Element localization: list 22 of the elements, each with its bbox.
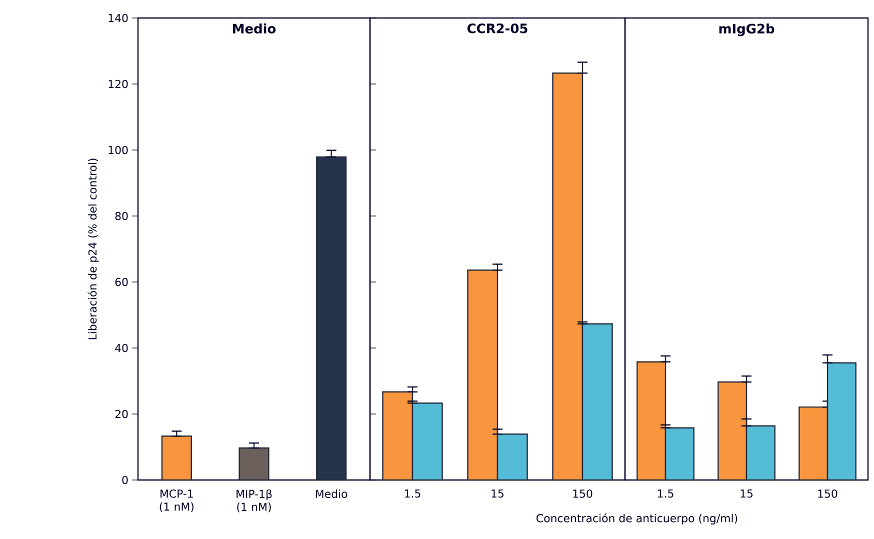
y-tick-label: 40 bbox=[115, 344, 128, 352]
x-tick-label: 1.5 bbox=[404, 490, 420, 498]
x-axis-title: Concentración de anticuerpo (ng/ml) bbox=[536, 513, 738, 524]
y-tick-label: 20 bbox=[115, 410, 128, 418]
y-tick-label: 120 bbox=[108, 80, 128, 88]
x-tick-label: MIP-1β (1 nM) bbox=[236, 490, 272, 512]
y-tick-label: 60 bbox=[115, 278, 128, 286]
x-tick-label: 1.5 bbox=[658, 490, 674, 498]
x-tick-label: 15 bbox=[492, 490, 504, 498]
x-tick-label: Medio bbox=[316, 489, 348, 498]
x-tick-label: 150 bbox=[818, 490, 838, 498]
x-tick-label: 15 bbox=[740, 490, 753, 498]
y-axis-title: Liberación de p24 (% del control) bbox=[88, 158, 99, 340]
chart-title: mIgG2b bbox=[719, 24, 774, 36]
x-tick-label: 150 bbox=[573, 490, 592, 498]
x-tick-label: MCP-1 (1 nM) bbox=[160, 490, 194, 512]
y-tick-label: 100 bbox=[108, 146, 128, 154]
chart-title: CCR2-05 bbox=[467, 24, 528, 34]
y-tick-label: 80 bbox=[115, 212, 128, 220]
y-tick-label: 140 bbox=[108, 14, 128, 22]
chart-title: Medio bbox=[233, 24, 276, 34]
y-tick-label: 0 bbox=[122, 476, 128, 484]
